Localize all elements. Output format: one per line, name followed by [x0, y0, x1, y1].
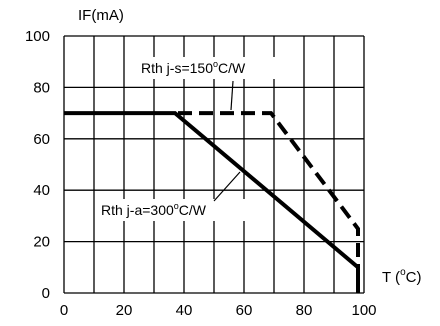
y-tick-label: 0 [42, 285, 50, 302]
y-axis-label: IF(mA) [78, 7, 124, 24]
y-tick-label: 80 [33, 79, 50, 96]
tick-labels: 0 20 40 60 80 100 0 20 40 60 80 100 [25, 28, 377, 319]
y-tick-label: 60 [33, 131, 50, 148]
annotation-bg-rth-ja [98, 199, 263, 221]
annotation-rth-js: Rth j-s=150oC/W [141, 59, 246, 76]
x-tick-label: 0 [60, 302, 68, 319]
series-line-rth-ja [64, 111, 360, 293]
series-line-rth-js [178, 111, 360, 293]
x-tick-label: 60 [236, 302, 253, 319]
x-tick-label: 100 [351, 302, 376, 319]
annotation-bg-rth-js [138, 57, 300, 79]
y-tick-label: 100 [25, 28, 50, 45]
x-axis-label: T (oC) [382, 267, 421, 286]
y-tick-label: 40 [33, 182, 50, 199]
annotation-rth-ja: Rth j-a=300oC/W [101, 201, 207, 218]
annotation-pointer-ja [213, 171, 241, 202]
x-tick-label: 80 [296, 302, 313, 319]
annotation-pointer-js [230, 80, 234, 111]
x-tick-label: 20 [116, 302, 133, 319]
x-tick-label: 40 [176, 302, 193, 319]
series-lines [64, 111, 360, 293]
y-tick-label: 20 [33, 234, 50, 251]
